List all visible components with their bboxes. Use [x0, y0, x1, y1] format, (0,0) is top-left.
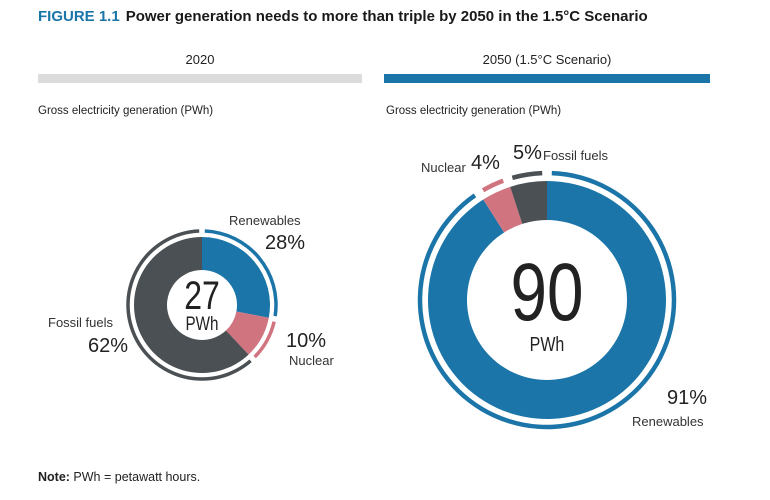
pct-renewables-2050: 91%	[667, 387, 708, 409]
pct-fossil-2050: 5%	[513, 142, 542, 164]
pct-nuclear-2050: 4%	[471, 152, 500, 174]
label-nuclear-2050: Nuclear	[421, 160, 466, 175]
label-fossil-2050: Fossil fuels	[543, 148, 609, 163]
note: Note: PWh = petawatt hours.	[38, 470, 200, 484]
donut-slice-fossil-fuels	[134, 236, 249, 373]
label-fossil-2020: Fossil fuels	[48, 315, 114, 330]
donut-slice-nuclear	[225, 311, 269, 355]
donut-slice-renewables	[427, 181, 666, 419]
label-renewables-2050: Renewables	[632, 414, 704, 429]
panel-bar-2050	[384, 74, 710, 83]
figure-title: FIGURE 1.1 Power generation needs to more…	[38, 8, 648, 25]
subtitle-2020: Gross electricity generation (PWh)	[38, 105, 214, 117]
panel-title-2020: 2020	[185, 52, 215, 67]
pct-fossil-2020: 62%	[88, 335, 129, 357]
label-nuclear-2020: Nuclear	[289, 353, 334, 368]
outer-arc-fossil-fuels	[511, 170, 543, 180]
donut-slice-nuclear	[483, 186, 523, 233]
donut-slice-fossil-fuels	[510, 181, 547, 224]
outer-arc-nuclear	[481, 178, 505, 193]
panel-bar-2020	[38, 74, 362, 83]
total-2020: 27	[184, 274, 220, 318]
unit-2050: PWh	[529, 334, 565, 356]
pct-renewables-2020: 28%	[265, 232, 306, 254]
subtitle-2050: Gross electricity generation (PWh)	[386, 105, 562, 117]
figure-label: FIGURE 1.1	[38, 8, 120, 25]
unit-2020: PWh	[185, 314, 219, 335]
panel-title-2050: 2050 (1.5°C Scenario)	[482, 52, 612, 67]
donut-slice-renewables	[202, 237, 270, 318]
label-renewables-2020: Renewables	[229, 213, 301, 228]
total-2050: 90	[510, 247, 584, 338]
note-label: Note:	[38, 470, 70, 484]
title-text: Power generation needs to more than trip…	[125, 8, 648, 25]
pct-nuclear-2020: 10%	[286, 330, 327, 352]
note-text: PWh = petawatt hours.	[69, 470, 201, 484]
outer-arc-nuclear	[253, 321, 276, 359]
